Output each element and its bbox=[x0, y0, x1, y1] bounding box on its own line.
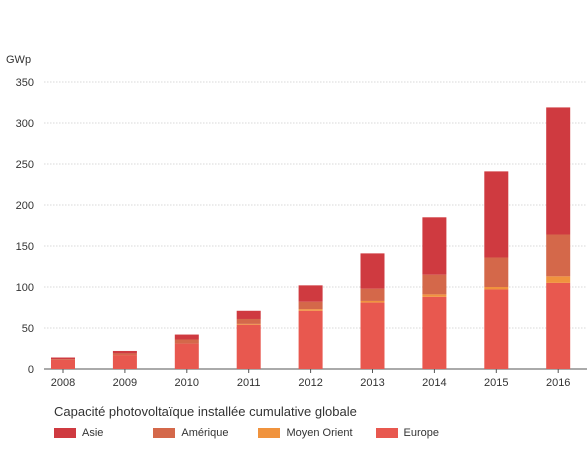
y-tick-label: 250 bbox=[16, 159, 34, 171]
bar-segment bbox=[546, 282, 571, 369]
y-tick-label: 200 bbox=[16, 200, 34, 212]
x-tick-label: 2016 bbox=[546, 377, 570, 389]
bar-segment bbox=[484, 289, 509, 369]
x-tick-label: 2014 bbox=[422, 377, 446, 389]
y-tick-label: 300 bbox=[16, 118, 34, 130]
legend-label: Moyen Orient bbox=[286, 427, 353, 439]
bar-segment bbox=[422, 217, 447, 275]
bar-segment bbox=[546, 107, 571, 235]
x-tick-label: 2015 bbox=[484, 377, 508, 389]
legend-item: Asie bbox=[54, 427, 103, 439]
bar-segment bbox=[360, 302, 385, 369]
bar-segment bbox=[484, 171, 509, 258]
x-tick-label: 2008 bbox=[51, 377, 75, 389]
bar-segment bbox=[236, 324, 261, 369]
y-tick-label: 0 bbox=[28, 364, 34, 376]
bar-segment bbox=[51, 359, 75, 360]
bar-segment bbox=[112, 353, 137, 356]
legend-item: Europe bbox=[375, 427, 439, 439]
y-axis-unit-label: GWp bbox=[6, 54, 31, 66]
legend-item: Moyen Orient bbox=[258, 427, 353, 439]
bar-segment bbox=[236, 318, 261, 324]
x-tick-label: 2011 bbox=[237, 377, 261, 389]
bar-segment bbox=[112, 355, 137, 369]
bar-segment bbox=[360, 253, 385, 289]
bar-segment bbox=[174, 339, 199, 344]
bar-segment bbox=[546, 234, 571, 277]
bar-segment bbox=[298, 301, 323, 310]
bar-segment bbox=[236, 310, 261, 319]
x-tick-label: 2013 bbox=[360, 377, 384, 389]
bar-segment bbox=[360, 300, 385, 303]
chart-legend: Asie Amérique Moyen Orient Europe bbox=[54, 427, 439, 439]
bar-segment bbox=[174, 343, 199, 369]
y-tick-label: 50 bbox=[22, 323, 34, 335]
bar-segment bbox=[174, 334, 199, 340]
x-tick-label: 2010 bbox=[175, 377, 199, 389]
bar-segment bbox=[484, 257, 509, 287]
bar-segment bbox=[298, 309, 323, 311]
legend-swatch bbox=[375, 428, 398, 438]
bar-segment bbox=[360, 288, 385, 301]
x-tick-label: 2009 bbox=[113, 377, 137, 389]
y-tick-label: 100 bbox=[16, 282, 34, 294]
bar-segment bbox=[236, 323, 261, 325]
legend-swatch bbox=[153, 428, 176, 438]
bar-segment bbox=[112, 350, 137, 354]
legend-item: Amérique bbox=[153, 427, 228, 439]
bar-segment bbox=[51, 357, 75, 360]
y-tick-label: 350 bbox=[16, 77, 34, 89]
bar-segment bbox=[422, 274, 447, 295]
bar-segment bbox=[422, 296, 447, 369]
bar-segment bbox=[51, 359, 75, 369]
y-tick-label: 150 bbox=[16, 241, 34, 253]
bar-segment bbox=[298, 310, 323, 369]
bar-segment bbox=[484, 287, 509, 290]
bar-segment bbox=[298, 285, 323, 302]
legend-label: Asie bbox=[82, 427, 104, 439]
legend-swatch bbox=[258, 428, 281, 438]
x-tick-label: 2012 bbox=[298, 377, 322, 389]
bar-segment bbox=[422, 294, 447, 297]
legend-label: Amérique bbox=[181, 427, 229, 439]
legend-swatch bbox=[54, 428, 76, 438]
legend-label: Europe bbox=[403, 427, 439, 439]
bar-segment bbox=[546, 276, 571, 283]
chart-title: Capacité photovoltaïque installée cumula… bbox=[54, 404, 357, 419]
